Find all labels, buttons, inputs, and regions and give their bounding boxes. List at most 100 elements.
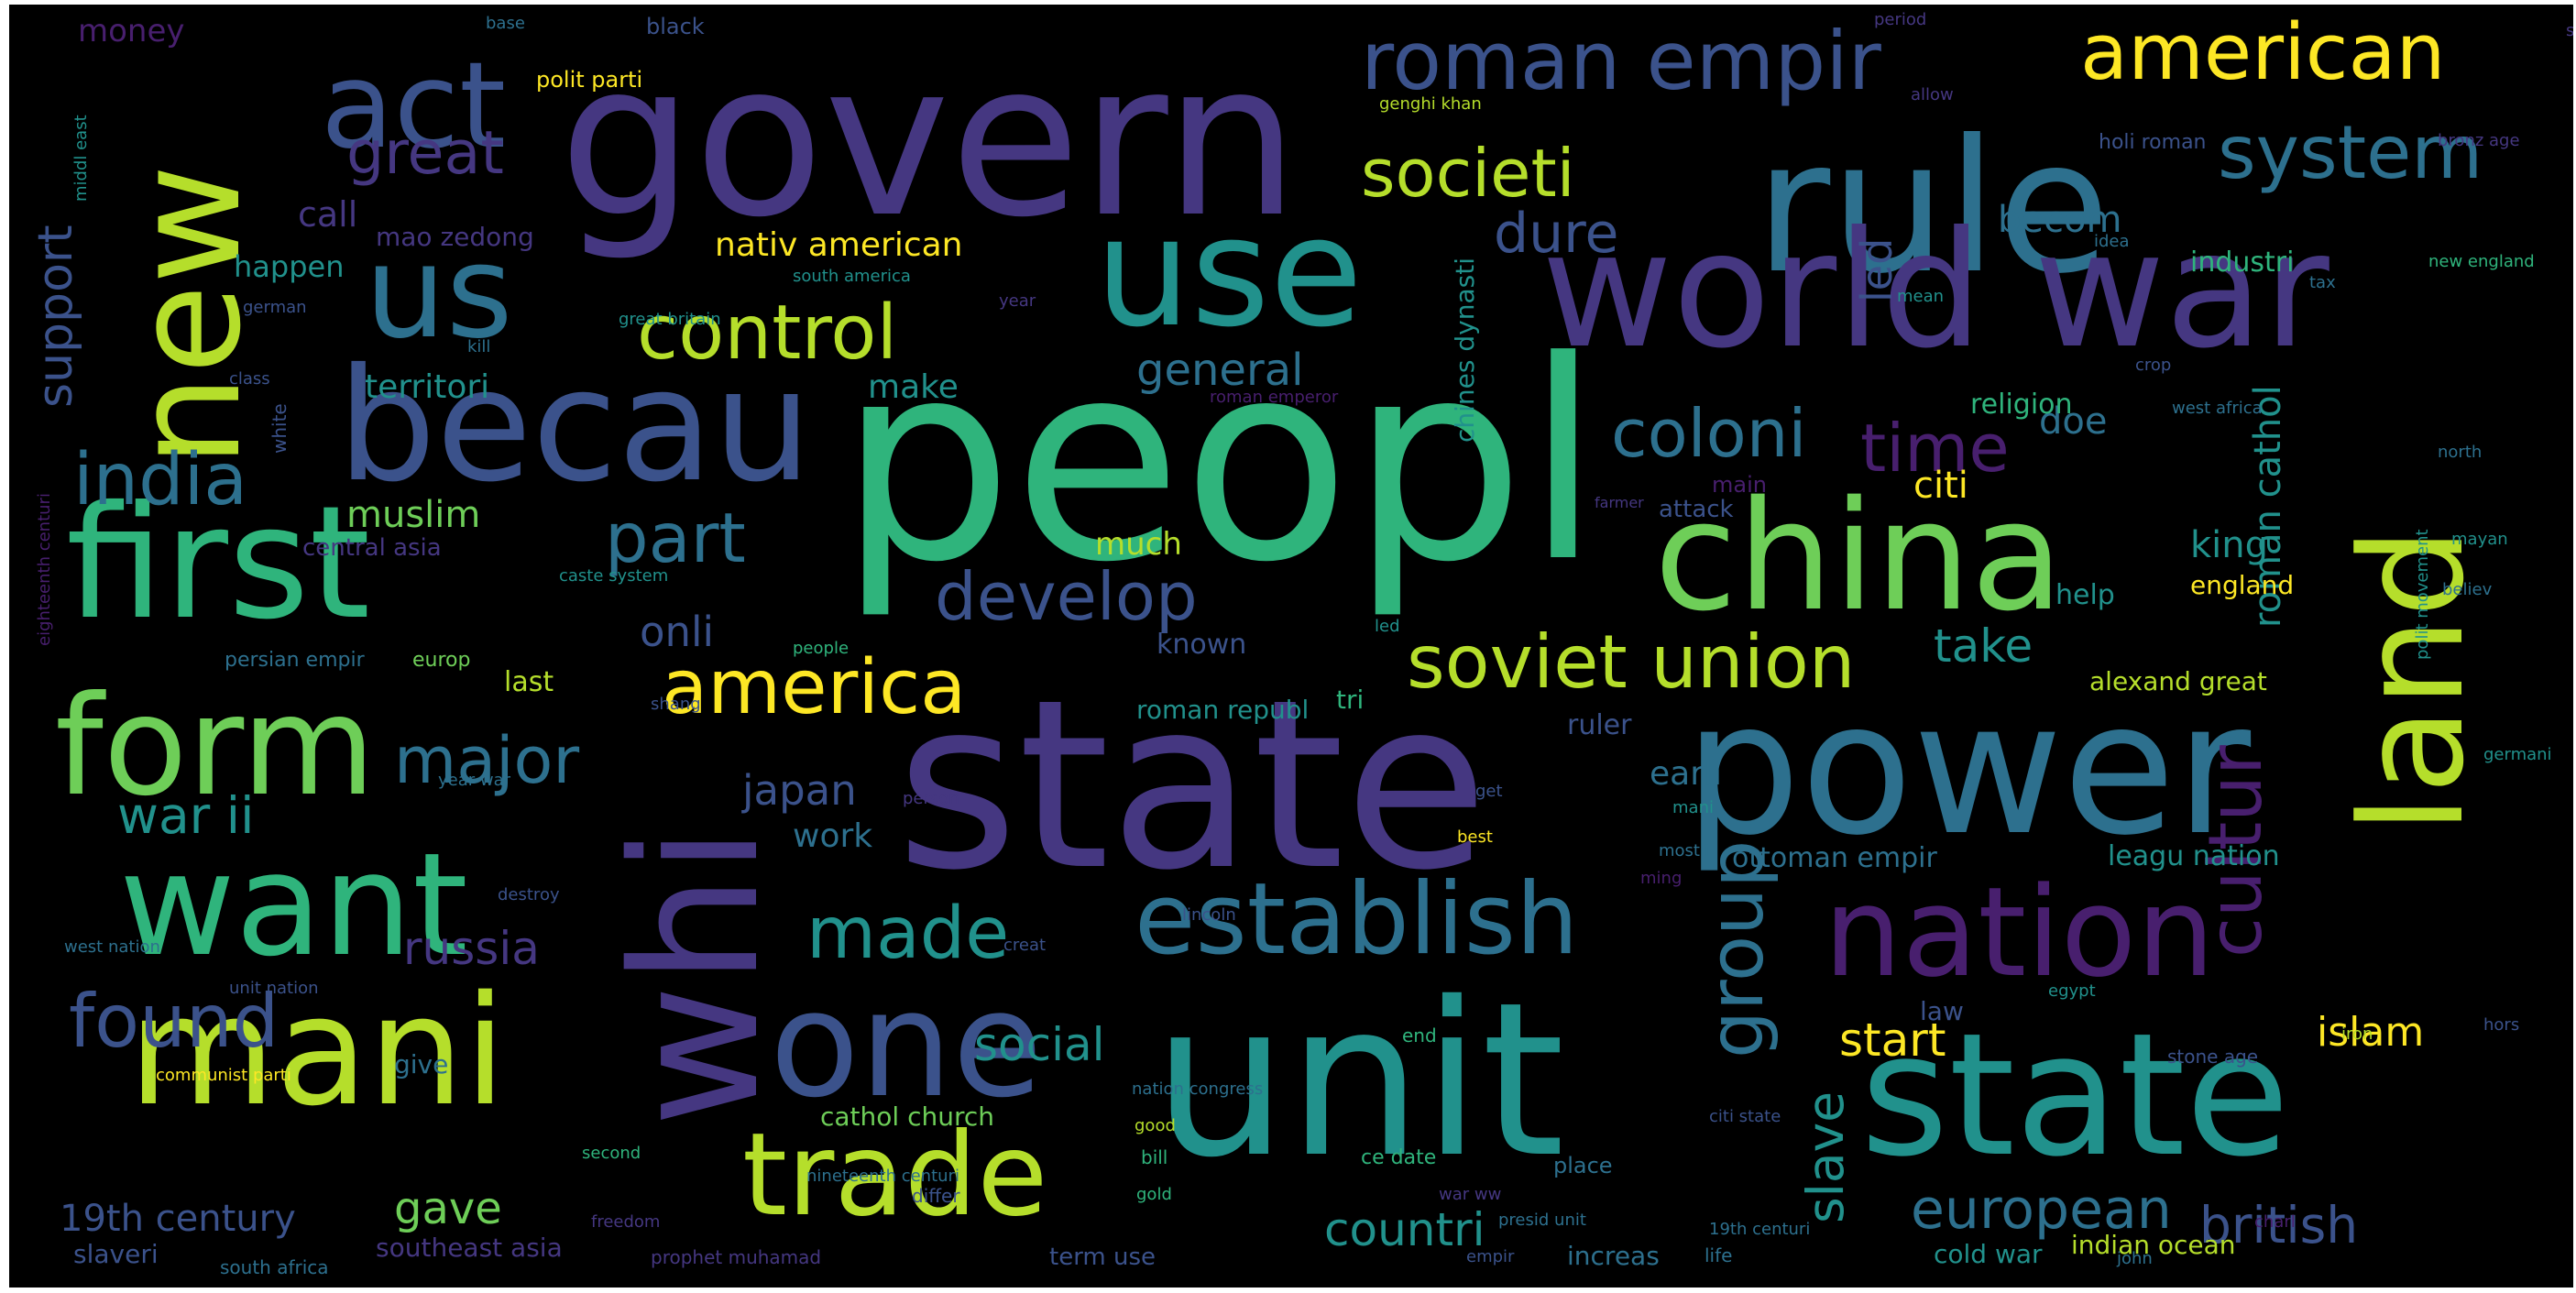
word-south-america: south america — [793, 267, 911, 286]
word-leagu-nation: leagu nation — [2108, 840, 2280, 872]
word-help: help — [2055, 579, 2115, 611]
word-support: support — [28, 225, 83, 408]
word-farmer: farmer — [1595, 494, 1644, 511]
word-america: america — [662, 644, 967, 731]
word-india: india — [73, 439, 248, 521]
word-england: england — [2190, 570, 2295, 600]
word-cathol-church: cathol church — [820, 1101, 995, 1132]
word-believ: believ — [2442, 580, 2493, 599]
word-act: act — [321, 36, 507, 175]
word-china: china — [1654, 468, 2064, 644]
word-nativ-american: nativ american — [715, 226, 963, 264]
word-year: year — [999, 291, 1036, 311]
word-cloud: peopl govern state unit state power rule… — [9, 5, 2573, 1288]
word-led-small: led — [1375, 617, 1400, 636]
word-tri: tri — [1336, 685, 1365, 715]
word-world-war: world war — [1541, 198, 2329, 384]
word-prophet-muhamad: prophet muhamad — [651, 1246, 822, 1268]
word-becau: becau — [337, 335, 812, 517]
word-general: general — [1136, 345, 1304, 396]
word-last: last — [504, 666, 554, 698]
word-new: new — [102, 164, 273, 467]
word-year-war: year war — [438, 771, 511, 790]
word-great: great — [346, 119, 504, 188]
word-chines-dynasti: chines dynasti — [1450, 258, 1480, 443]
word-major: major — [394, 723, 580, 798]
word-west-nation: west nation — [64, 937, 160, 957]
word-destroy: destroy — [498, 885, 560, 904]
word-persian-empir: persian empir — [225, 649, 365, 672]
word-mean: mean — [1897, 287, 1945, 306]
word-king: king — [2190, 524, 2269, 566]
word-time: time — [1860, 410, 2010, 487]
word-system: system — [2218, 110, 2483, 195]
word-soviet-union: soviet union — [1407, 619, 1856, 705]
word-bronz-age: bronz age — [2438, 131, 2520, 150]
word-indian-ocean: indian ocean — [2071, 1230, 2236, 1260]
word-coloni: coloni — [1611, 395, 1807, 472]
word-north: north — [2438, 443, 2483, 462]
word-gold: gold — [1136, 1185, 1172, 1204]
word-attack: attack — [1659, 496, 1734, 523]
word-doe: doe — [2039, 400, 2108, 443]
word-polit-parti: polit parti — [536, 67, 643, 93]
word-form: form — [55, 667, 376, 827]
word-one: one — [770, 959, 1043, 1130]
word-19th-centuri-small: 19th centuri — [1709, 1220, 1811, 1239]
word-cold-war: cold war — [1934, 1239, 2043, 1269]
word-war-ii: war ii — [117, 786, 255, 845]
word-end: end — [1402, 1025, 1437, 1046]
word-empir: empir — [1466, 1247, 1515, 1266]
word-alexand-great: alexand great — [2089, 666, 2267, 696]
word-nation: nation — [1824, 860, 2215, 1004]
word-period: period — [1874, 10, 1927, 29]
word-first: first — [66, 473, 371, 654]
word-polit-movement: polit movement — [2413, 529, 2432, 660]
word-creat: creat — [1003, 936, 1047, 955]
word-roman-empir: roman empir — [1361, 14, 1881, 108]
word-place: place — [1553, 1153, 1613, 1178]
word-led: led — [1852, 237, 1902, 302]
word-black: black — [646, 14, 705, 39]
word-iron: iron — [2341, 1025, 2373, 1044]
word-power: power — [1684, 663, 2252, 876]
word-west-africa: west africa — [2172, 399, 2263, 418]
word-europ: europ — [412, 649, 471, 672]
word-ruler: ruler — [1567, 709, 1632, 741]
word-new-england: new england — [2428, 252, 2535, 271]
word-american: american — [2080, 7, 2446, 98]
word-onli: onli — [640, 608, 715, 656]
word-get: get — [1475, 782, 1503, 801]
word-establish: establish — [1135, 862, 1579, 977]
word-ce-date: ce date — [1361, 1146, 1437, 1169]
word-rule: rule — [1755, 101, 2110, 314]
word-gave: gave — [394, 1183, 502, 1234]
word-govern: govern — [559, 16, 1299, 264]
word-communist-parti: communist parti — [156, 1066, 291, 1085]
word-mostli: mostli — [1659, 841, 1709, 860]
word-idea: idea — [2094, 232, 2130, 251]
word-unit: unit — [1153, 957, 1565, 1204]
word-class: class — [229, 369, 270, 389]
word-said: said — [2566, 21, 2573, 40]
word-shang: shang — [651, 695, 701, 714]
word-good: good — [1135, 1116, 1176, 1135]
word-islam: islam — [2317, 1009, 2425, 1056]
word-caste-system: caste system — [559, 566, 669, 586]
word-genghi-khan: genghi khan — [1379, 94, 1482, 114]
word-holi-roman: holi roman — [2099, 131, 2207, 154]
word-law: law — [1920, 996, 1964, 1026]
word-want: want — [119, 822, 468, 988]
word-whi: whi — [595, 826, 797, 1127]
word-russia: russia — [403, 922, 540, 975]
word-war-ww: war ww — [1439, 1185, 1502, 1204]
word-much: much — [1095, 526, 1182, 563]
word-peopl: peopl — [839, 302, 1602, 622]
word-take: take — [1934, 619, 2033, 673]
word-slaveri: slaveri — [73, 1239, 159, 1269]
word-earli: earli — [1650, 755, 1723, 793]
word-kill: kill — [467, 337, 491, 356]
word-state-big: state — [896, 650, 1488, 922]
word-allow: allow — [1911, 85, 1954, 104]
word-peopl-small: people — [793, 639, 850, 658]
